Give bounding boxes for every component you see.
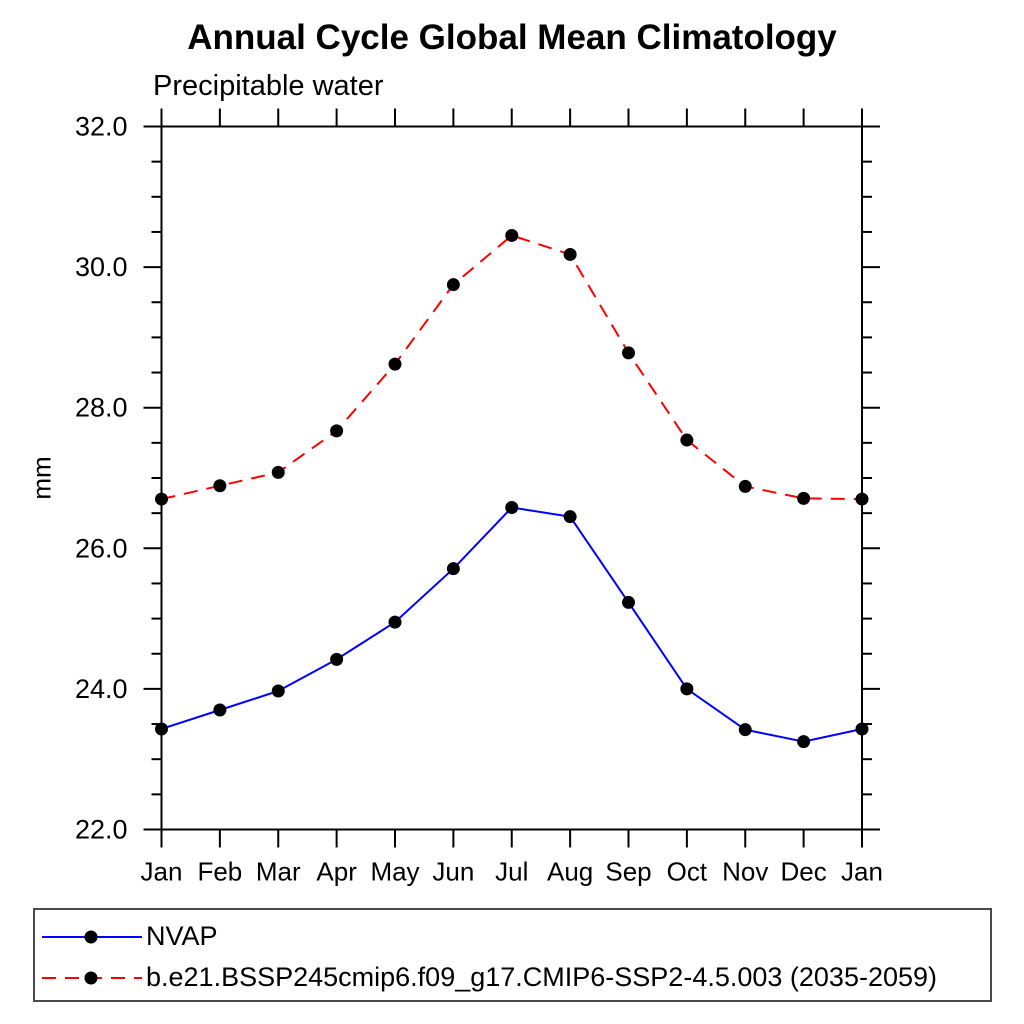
legend-sample-line-icon bbox=[42, 971, 142, 984]
y-tick-label: 24.0 bbox=[75, 674, 128, 704]
x-tick-label: May bbox=[370, 857, 419, 887]
legend-label: NVAP bbox=[146, 921, 218, 951]
series-marker-1 bbox=[797, 491, 811, 505]
series-marker-0 bbox=[330, 652, 344, 666]
series-marker-1 bbox=[738, 479, 752, 493]
y-tick-label: 32.0 bbox=[75, 112, 128, 142]
y-tick-label: 30.0 bbox=[75, 252, 128, 282]
series-marker-0 bbox=[680, 682, 694, 696]
x-tick-label: Feb bbox=[197, 857, 242, 887]
plot-area: Jan Feb Mar Apr May Jun Jul Aug Sep Oct Nov Dec Jan 2… bbox=[75, 108, 883, 887]
series-marker-0 bbox=[855, 722, 869, 736]
series-marker-0 bbox=[738, 723, 752, 737]
series-line-0 bbox=[161, 506, 863, 743]
series-marker-0 bbox=[271, 684, 285, 698]
series-marker-0 bbox=[505, 501, 519, 515]
series-marker-0 bbox=[388, 615, 402, 629]
x-tick-label: Sep bbox=[605, 857, 651, 887]
series-marker-1 bbox=[855, 492, 869, 506]
series-marker-1 bbox=[388, 357, 402, 371]
x-tick-label: Dec bbox=[781, 857, 827, 887]
series-marker-1 bbox=[622, 346, 635, 360]
y-tick-label: 22.0 bbox=[75, 815, 128, 845]
series-marker-1 bbox=[330, 424, 344, 438]
legend-item-cmip6-ssp245: b.e21.BSSP245cmip6.f09_g17.CMIP6-SSP2-4.… bbox=[35, 957, 990, 998]
legend-marker-dot bbox=[84, 930, 98, 943]
x-tick-label: Oct bbox=[667, 857, 708, 887]
legend-sample-line-icon bbox=[42, 930, 142, 943]
x-tick-label: Jun bbox=[432, 857, 474, 887]
series-marker-1 bbox=[505, 228, 519, 242]
y-tick-label: 26.0 bbox=[75, 533, 128, 563]
series-marker-1 bbox=[680, 433, 694, 447]
series-marker-0 bbox=[563, 510, 577, 524]
x-tick-label: Aug bbox=[547, 857, 593, 887]
series-marker-1 bbox=[155, 492, 168, 506]
chart-title: Annual Cycle Global Mean Climatology bbox=[187, 18, 837, 57]
x-tick-label: Mar bbox=[256, 857, 301, 887]
series-marker-1 bbox=[271, 465, 285, 479]
series-marker-0 bbox=[155, 722, 168, 736]
series-line-1 bbox=[161, 234, 863, 501]
x-tick-label: Jul bbox=[495, 857, 528, 887]
legend: NVAP b.e21.BSSP245cmip6.f09_g17.CMIP6-SS… bbox=[33, 908, 992, 1002]
series-marker-0 bbox=[446, 562, 460, 576]
legend-item-nvap: NVAP bbox=[35, 916, 990, 957]
x-tick-label: Apr bbox=[316, 857, 357, 887]
legend-label: b.e21.BSSP245cmip6.f09_g17.CMIP6-SSP2-4.… bbox=[146, 962, 938, 992]
series-marker-1 bbox=[213, 479, 227, 493]
x-tick-label: Jan bbox=[841, 857, 883, 887]
y-tick-label: 28.0 bbox=[75, 393, 128, 423]
x-tick-label: Nov bbox=[722, 857, 768, 887]
chart-subtitle: Precipitable water bbox=[153, 70, 384, 102]
series-marker-0 bbox=[797, 735, 811, 749]
series-marker-1 bbox=[563, 247, 577, 261]
series-marker-0 bbox=[622, 595, 635, 609]
series-marker-1 bbox=[446, 278, 460, 292]
series-marker-0 bbox=[213, 703, 227, 717]
legend-marker-dot bbox=[84, 971, 98, 984]
x-tick-label: Jan bbox=[141, 857, 183, 887]
